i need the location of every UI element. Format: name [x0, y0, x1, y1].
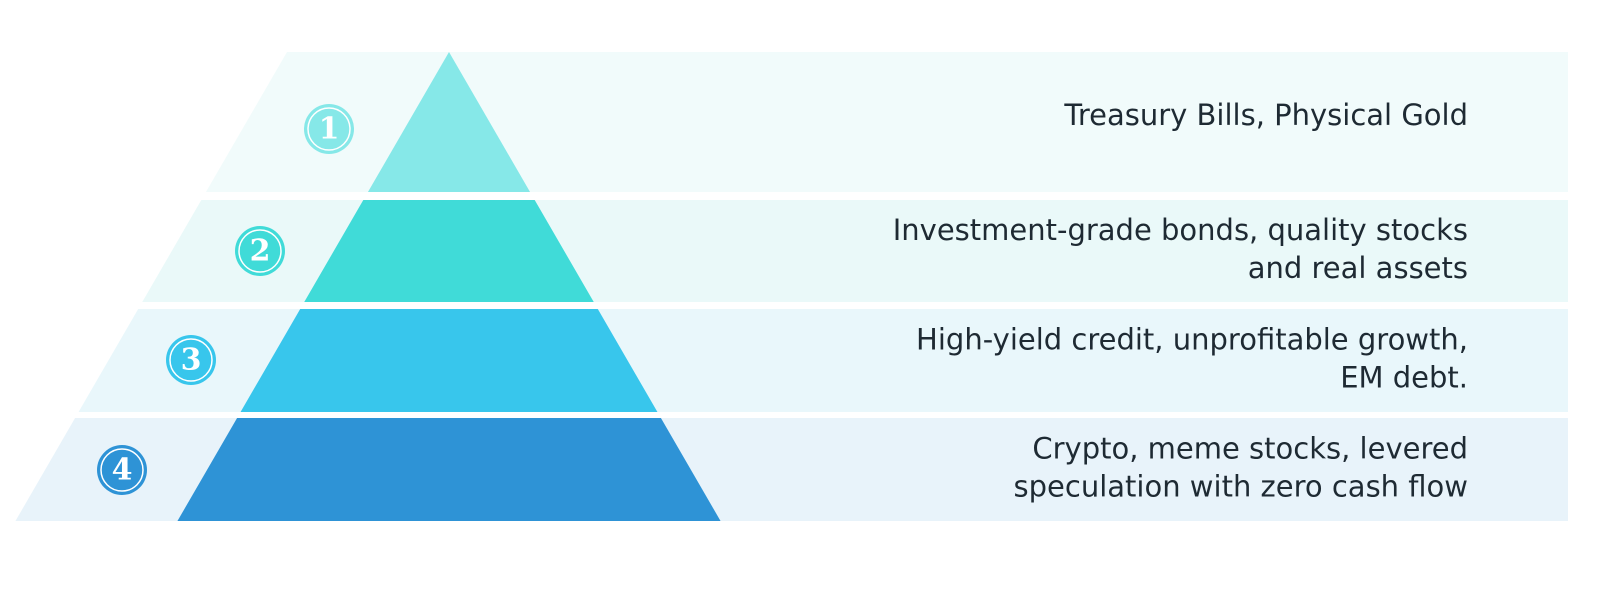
pyramid-tier	[304, 200, 594, 302]
tier-description: Treasury Bills, Physical Gold	[1063, 98, 1468, 132]
pyramid-tier	[177, 418, 721, 521]
tier-number: 3	[181, 343, 202, 378]
number-badge	[235, 226, 285, 276]
number-badge-ring	[169, 338, 213, 382]
number-badge	[166, 335, 216, 385]
number-badge	[304, 104, 354, 154]
tier-description: Crypto, meme stocks, levered	[1032, 432, 1468, 466]
tier-number: 4	[112, 453, 133, 488]
tier-description: EM debt.	[1340, 361, 1468, 395]
number-badge-ring	[100, 448, 144, 492]
tier-number: 2	[250, 234, 271, 269]
pyramid-tier	[367, 52, 531, 192]
number-badge-ring	[238, 229, 282, 273]
tier-number: 1	[319, 112, 340, 147]
pyramid-tier	[240, 309, 658, 412]
tier-band	[205, 52, 1569, 192]
number-badge-ring	[307, 107, 351, 151]
tier-description: High-yield credit, unprofitable growth,	[916, 323, 1468, 357]
number-badge	[97, 445, 147, 495]
tier-description: and real assets	[1248, 251, 1468, 285]
tier-description: Investment-grade bonds, quality stocks	[893, 213, 1468, 247]
tier-description: speculation with zero cash flow	[1014, 470, 1468, 504]
